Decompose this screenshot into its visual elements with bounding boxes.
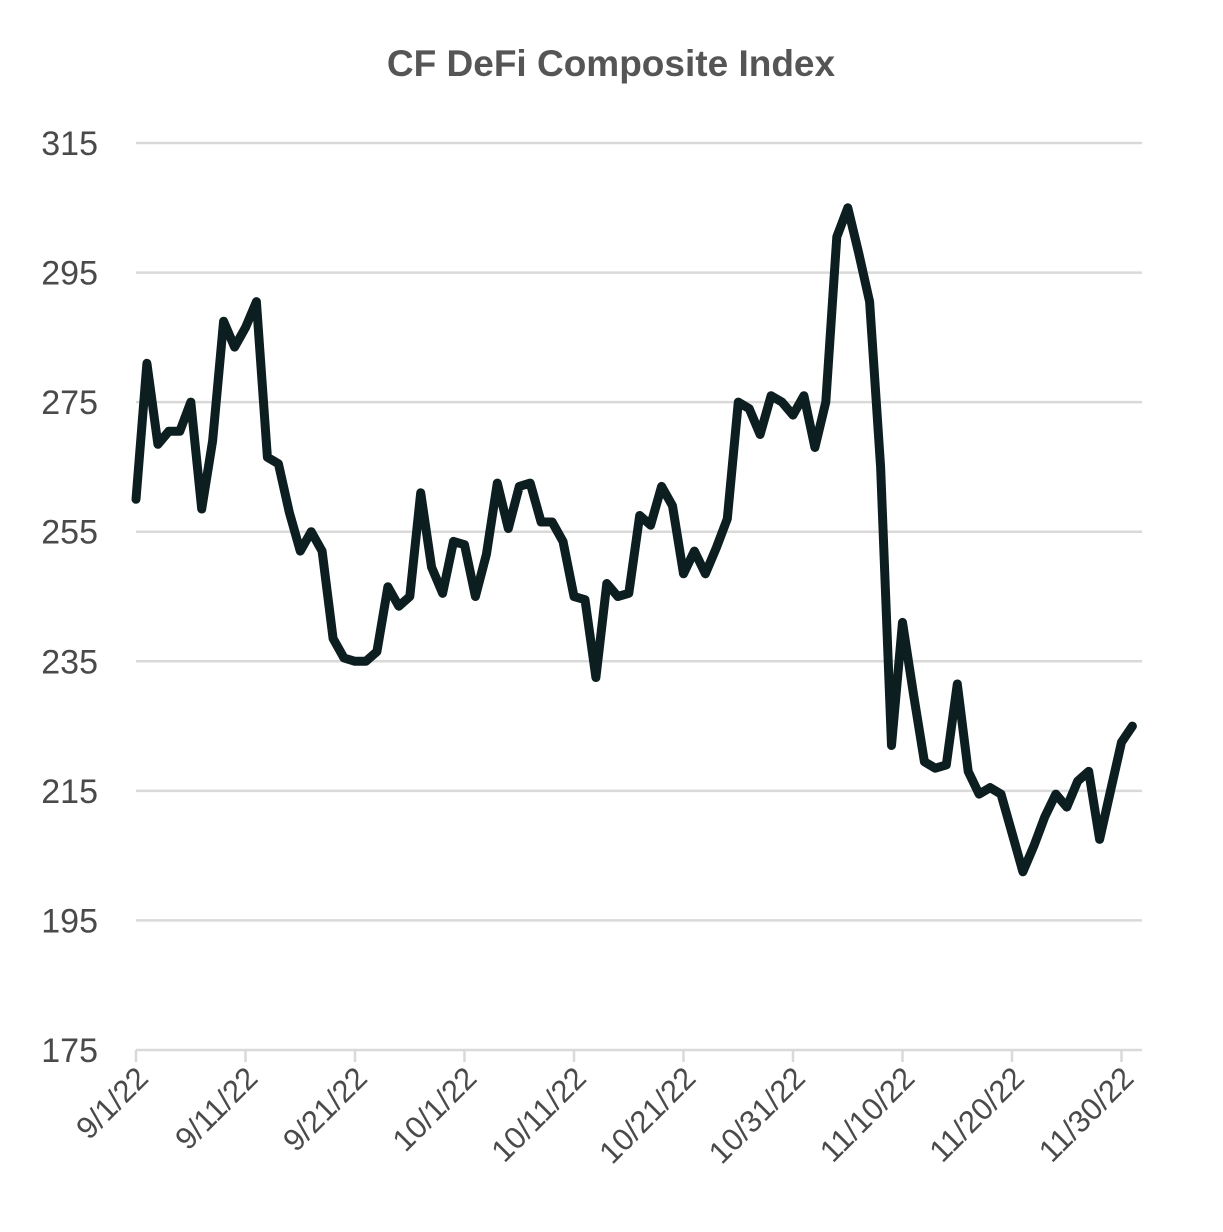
y-tick-label: 295 [41,255,98,293]
series-layer [131,203,1137,877]
y-tick-label: 215 [41,773,98,811]
gridlines [136,141,1142,922]
x-tick-label: 10/31/22 [702,1060,812,1170]
y-tick-label: 195 [41,902,98,940]
x-tick-label: 9/1/22 [69,1060,155,1146]
x-axis [134,1048,1142,1062]
y-tick-label: 315 [41,125,98,163]
x-tick-label: 11/10/22 [813,1060,921,1168]
x-tick-label: 11/30/22 [1032,1060,1140,1168]
y-tick-label: 275 [41,384,98,422]
y-tick-label: 235 [41,643,98,681]
y-tick-label: 255 [41,514,98,552]
y-axis-tick-labels: 315 295 275 255 235 215 195 175 [41,125,98,1070]
x-tick-label: 9/21/22 [276,1060,374,1158]
x-tick-label: 9/11/22 [168,1060,264,1156]
series-line [131,203,1137,877]
x-tick-label: 10/1/22 [386,1060,484,1158]
x-axis-tick-labels: 9/1/22 9/11/22 9/21/22 10/1/22 10/11/22 10/21… [69,1060,1140,1170]
chart-title: CF DeFi Composite Index [387,43,836,84]
y-tick-label: 175 [41,1032,98,1070]
x-tick-label: 10/21/22 [592,1060,702,1170]
x-tick-label: 10/11/22 [484,1060,592,1168]
x-tick-label: 11/20/22 [922,1060,1030,1168]
